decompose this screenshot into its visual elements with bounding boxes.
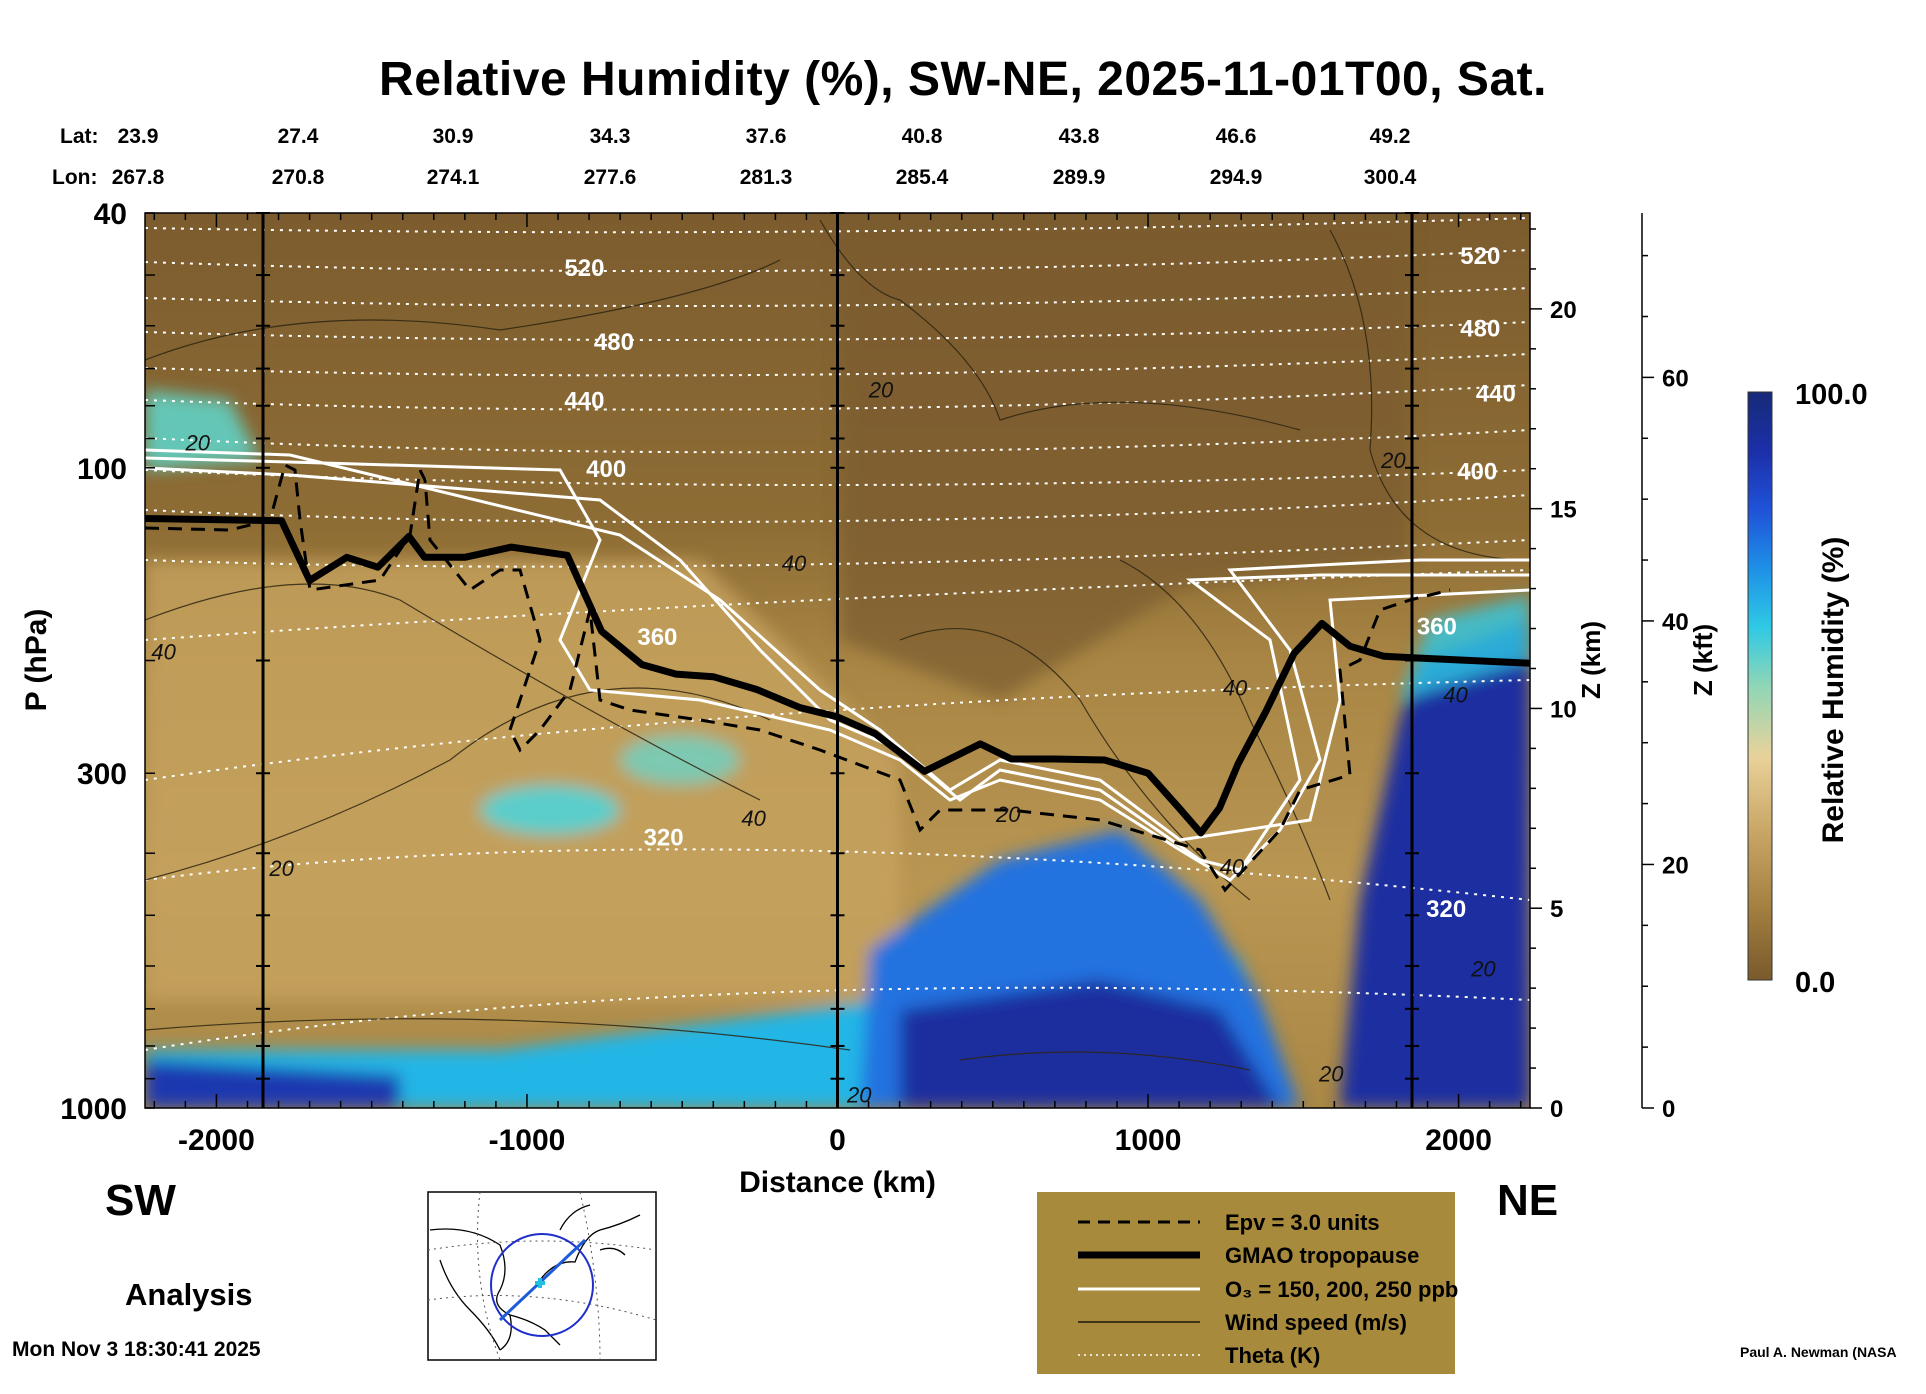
- lat-value: 37.6: [746, 125, 787, 148]
- x-axis-label: Distance (km): [739, 1166, 936, 1199]
- theta-label: 440: [564, 388, 604, 415]
- lon-row-label: Lon:: [52, 166, 97, 189]
- analysis-label: Analysis: [125, 1277, 253, 1312]
- y-axis-label: P (hPa): [20, 609, 53, 712]
- lat-value: 43.8: [1059, 125, 1100, 148]
- theta-label: 440: [1476, 380, 1516, 407]
- x-tick-label: 2000: [1425, 1124, 1492, 1157]
- z-km-tick-label: 5: [1550, 896, 1563, 923]
- y-tick-label: 100: [77, 453, 127, 486]
- theta-label: 400: [1457, 459, 1497, 486]
- wind-label: 40: [782, 551, 807, 576]
- lat-value: 34.3: [590, 125, 631, 148]
- inset-map: [427, 1191, 657, 1361]
- theta-label: 480: [594, 329, 634, 356]
- wind-label: 40: [1443, 683, 1468, 708]
- theta-label: 400: [586, 456, 626, 483]
- colorbar-title: Relative Humidity (%): [1817, 537, 1850, 844]
- z-km-label: Z (km): [1576, 621, 1606, 699]
- lat-value: 23.9: [118, 125, 159, 148]
- wind-contours: [145, 219, 1530, 1071]
- legend-epv: Epv = 3.0 units: [1225, 1210, 1380, 1235]
- lon-value: 274.1: [427, 166, 480, 189]
- z-kft-tick-label: 40: [1662, 609, 1689, 636]
- lat-row-label: Lat:: [60, 125, 99, 148]
- lon-value: 267.8: [112, 166, 165, 189]
- wind-label: 20: [1470, 956, 1496, 981]
- z-kft-axis: 0 20 40 60 Z (kft): [1641, 213, 1718, 1123]
- lat-lon-header: Lat: Lon: 23.9 27.4 30.9 34.3 37.6 40.8 43.8 46.6…: [52, 125, 1417, 189]
- lon-value: 294.9: [1210, 166, 1263, 189]
- lon-value: 270.8: [272, 166, 325, 189]
- z-kft-tick-label: 60: [1662, 365, 1689, 392]
- lon-value: 289.9: [1053, 166, 1106, 189]
- x-tick-label: 1000: [1115, 1124, 1182, 1157]
- credit: Paul A. Newman (NASA: [1740, 1344, 1897, 1360]
- lat-value: 30.9: [433, 125, 474, 148]
- vertical-marker-lines: [256, 212, 1419, 1108]
- z-km-tick-label: 10: [1550, 696, 1577, 723]
- colorbar-min-label: 0.0: [1795, 967, 1835, 999]
- y-axis: 40 100 300 1000 P (hPa): [20, 198, 155, 1126]
- z-kft-tick-label: 0: [1662, 1096, 1675, 1123]
- x-axis: -2000 -1000 0 1000 2000 Distance (km): [153, 213, 1522, 1199]
- lon-value: 277.6: [584, 166, 637, 189]
- theta-label: 480: [1460, 316, 1500, 343]
- theta-label: 360: [637, 624, 677, 651]
- y-tick-label: 40: [94, 198, 127, 231]
- z-km-tick-label: 20: [1550, 297, 1577, 324]
- z-km-tick-label: 15: [1550, 497, 1577, 524]
- lat-value: 49.2: [1370, 125, 1411, 148]
- lat-value: 46.6: [1216, 125, 1257, 148]
- gmao-tropopause-line: [145, 515, 1530, 837]
- z-kft-tick-label: 20: [1662, 852, 1689, 879]
- theta-label: 520: [564, 255, 604, 282]
- theta-contours: [145, 217, 1530, 1051]
- theta-label: 320: [644, 824, 684, 851]
- wind-label: 20: [1380, 448, 1406, 473]
- wind-label: 20: [185, 430, 211, 455]
- legend-tropopause: GMAO tropopause: [1225, 1243, 1419, 1268]
- lat-value: 40.8: [902, 125, 943, 148]
- x-tick-label: 0: [829, 1124, 846, 1157]
- lon-value: 300.4: [1364, 166, 1417, 189]
- x-tick-label: -1000: [489, 1124, 566, 1157]
- wind-label: 40: [151, 639, 176, 664]
- chart-title: Relative Humidity (%), SW-NE, 2025-11-01…: [379, 53, 1547, 106]
- z-kft-label: Z (kft): [1688, 624, 1718, 696]
- wind-label: 40: [1223, 675, 1248, 700]
- z-km-axis: 0 5 10 15 20 Z (km): [1530, 228, 1606, 1123]
- wind-label: 40: [1220, 855, 1245, 880]
- theta-labels: 520 480 440 400 360 320 520 480 440 400 360 320: [564, 243, 1515, 923]
- theta-label: 320: [1426, 896, 1466, 923]
- legend-wind: Wind speed (m/s): [1225, 1310, 1407, 1335]
- wind-label: 20: [868, 377, 894, 402]
- x-tick-label: -2000: [178, 1124, 255, 1157]
- wind-label: 20: [268, 856, 294, 881]
- legend-ozone: O₃ = 150, 200, 250 ppb: [1225, 1277, 1458, 1302]
- y-tick-label: 300: [77, 758, 127, 791]
- timestamp: Mon Nov 3 18:30:41 2025: [12, 1338, 261, 1361]
- ozone-contours: [145, 448, 1530, 882]
- lat-value: 27.4: [278, 125, 319, 148]
- legend: Epv = 3.0 units GMAO tropopause O₃ = 150…: [1037, 1192, 1458, 1374]
- wind-label: 40: [741, 806, 766, 831]
- theta-label: 360: [1417, 613, 1457, 640]
- lon-value: 285.4: [896, 166, 949, 189]
- lon-value: 281.3: [740, 166, 793, 189]
- y-tick-label: 1000: [60, 1093, 127, 1126]
- wind-label: 20: [1318, 1061, 1344, 1086]
- theta-label: 520: [1460, 243, 1500, 270]
- z-km-tick-label: 0: [1550, 1096, 1563, 1123]
- colorbar-max-label: 100.0: [1795, 379, 1868, 411]
- sw-label: SW: [105, 1176, 176, 1225]
- colorbar: 100.0 0.0 Relative Humidity (%): [1747, 379, 1868, 999]
- legend-theta: Theta (K): [1225, 1343, 1320, 1368]
- wind-label: 20: [995, 802, 1021, 827]
- ne-label: NE: [1497, 1176, 1558, 1225]
